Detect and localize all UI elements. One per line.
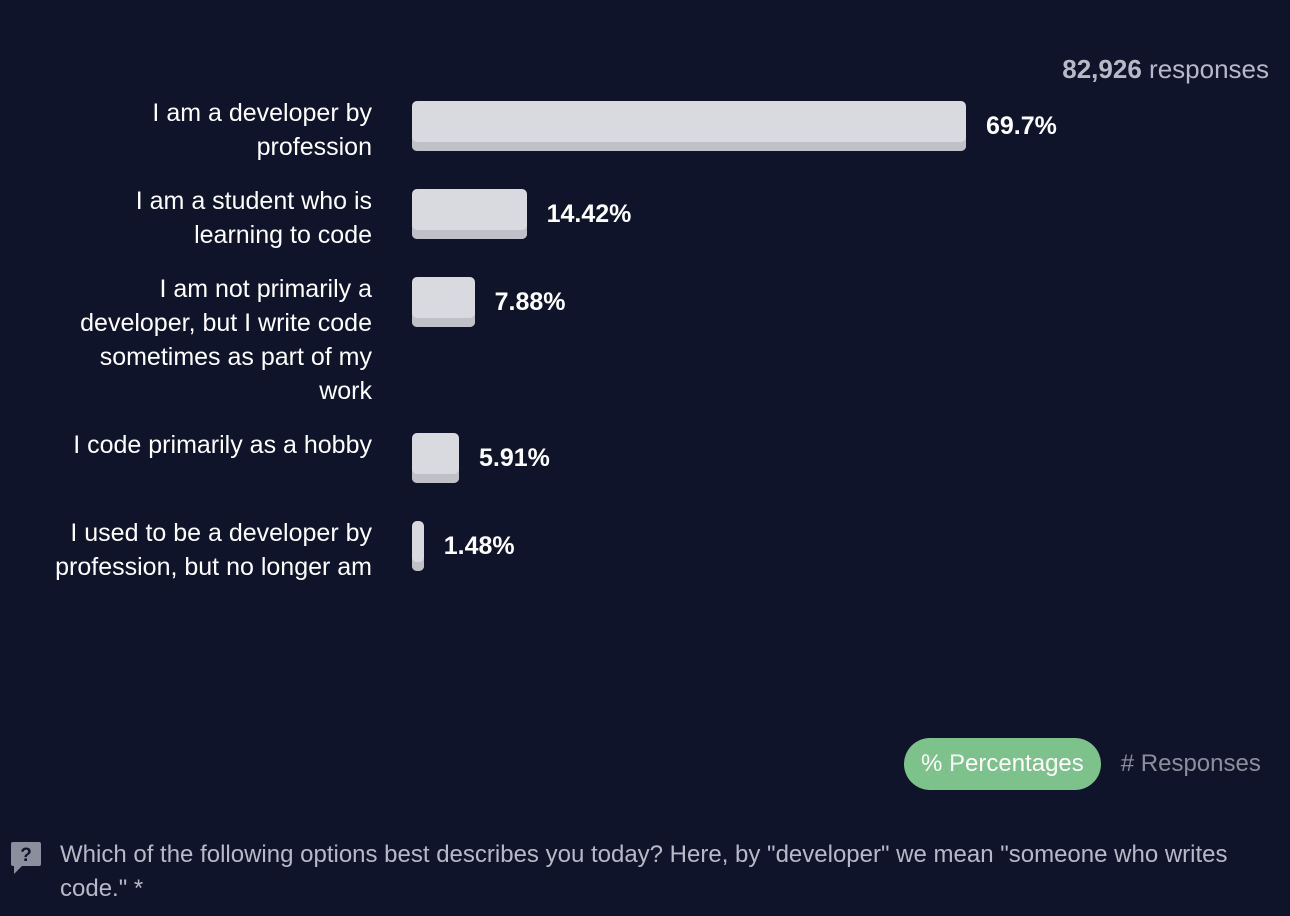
responses-toggle-button[interactable]: # Responses <box>1120 750 1261 777</box>
responses-count: 82,926 <box>1062 54 1142 84</box>
bar-value-label: 7.88% <box>494 288 566 316</box>
category-label: I code primarily as a hobby <box>73 431 372 459</box>
bar-value-label: 5.91% <box>478 444 550 472</box>
bar-chart: I am a developer by profession 69.7% I am … <box>55 99 1057 581</box>
question-text: Which of the following options best desc… <box>60 841 1228 902</box>
responses-total: 82,926 responses <box>1062 54 1269 85</box>
category-label: I used to be a developer by profession, … <box>55 519 372 581</box>
bar <box>412 189 527 239</box>
bar-value-label: 69.7% <box>986 112 1057 140</box>
bar <box>412 433 459 483</box>
question-icon: ? <box>11 842 41 874</box>
svg-text:?: ? <box>20 845 32 866</box>
category-label: I am a developer by profession <box>152 99 372 161</box>
bar-value-label: 14.42% <box>546 200 632 228</box>
responses-label: responses <box>1149 54 1269 84</box>
bar <box>412 277 475 327</box>
bar-value-label: 1.48% <box>443 532 515 560</box>
display-mode-toggle: % Percentages # Responses <box>904 738 1261 790</box>
bar <box>412 101 966 151</box>
bar <box>412 521 424 571</box>
percentages-toggle-button[interactable]: % Percentages <box>904 738 1101 790</box>
category-label: I am a student who is learning to code <box>135 187 372 249</box>
question-footer: ? Which of the following options best de… <box>10 838 1270 906</box>
category-label: I am not primarily a developer, but I wr… <box>80 275 372 405</box>
